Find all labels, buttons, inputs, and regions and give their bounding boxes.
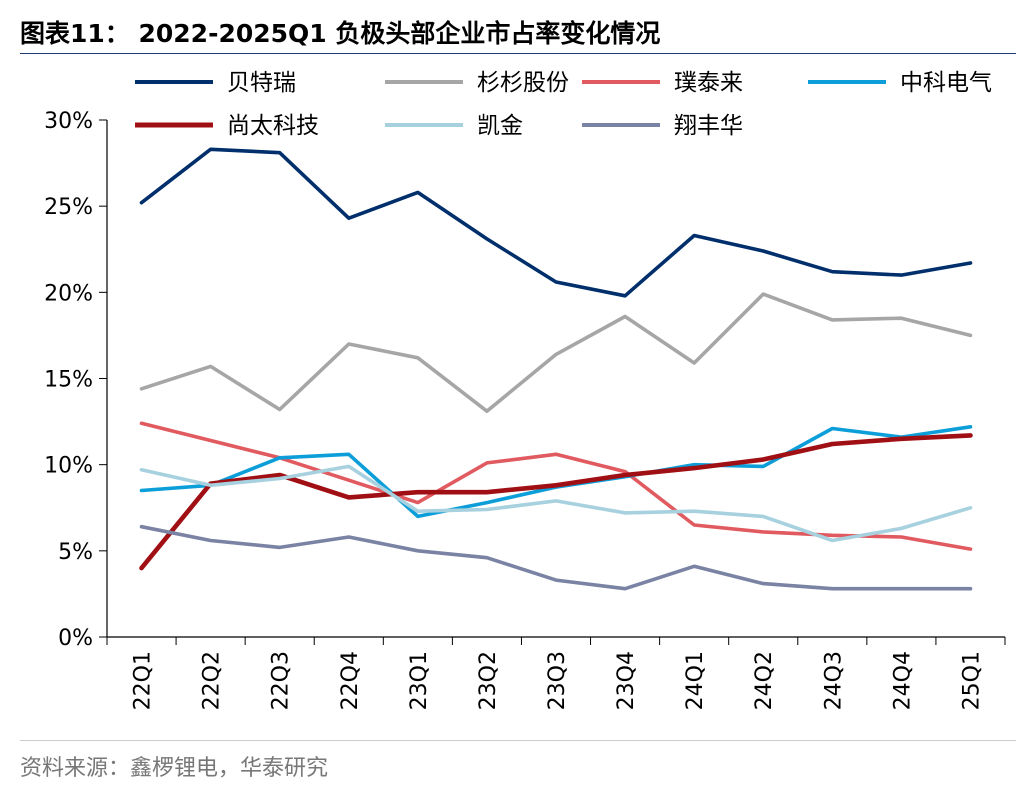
legend-label: 尚太科技 [227, 113, 319, 139]
title-divider [20, 53, 1016, 54]
y-tick-label: 20% [44, 281, 93, 306]
x-tick-label: 23Q3 [545, 651, 570, 710]
x-tick-label: 25Q1 [959, 651, 984, 710]
legend-label: 杉杉股份 [477, 70, 569, 96]
x-tick-label: 24Q4 [890, 651, 915, 710]
series-line-5 [139, 433, 973, 571]
legend-item: 翔丰华 [582, 113, 743, 139]
series-line-4 [139, 424, 973, 519]
y-tick-label: 0% [58, 626, 93, 651]
source-note: 资料来源：鑫椤锂电，华泰研究 [20, 756, 329, 781]
legend-item: 尚太科技 [135, 113, 319, 139]
legend-label: 凯金 [477, 113, 523, 139]
y-tick-label: 25% [44, 195, 93, 220]
figure-title: 图表11： 2022-2025Q1 负极头部企业市占率变化情况 [20, 19, 661, 48]
x-tick-label: 23Q2 [476, 651, 501, 710]
series-line-1 [139, 147, 973, 298]
x-tick-label: 22Q4 [338, 651, 363, 710]
x-tick-label: 22Q2 [200, 651, 225, 710]
legend-item: 璞泰来 [582, 70, 743, 96]
legend-item: 贝特瑞 [135, 70, 296, 96]
legend-label: 璞泰来 [674, 70, 743, 96]
y-tick-label: 30% [44, 109, 93, 134]
y-tick-label: 10% [44, 454, 93, 479]
legend-label: 翔丰华 [674, 113, 743, 139]
series-line-7 [139, 524, 973, 591]
series-line-6 [139, 464, 973, 543]
source-divider [20, 740, 1016, 741]
legend-item: 凯金 [385, 113, 523, 139]
x-tick-label: 22Q3 [269, 651, 294, 710]
chart-series-lines [139, 147, 973, 591]
series-line-2 [139, 292, 973, 414]
legend-label: 中科电气 [900, 70, 992, 96]
y-tick-label: 5% [58, 540, 93, 565]
x-tick-label: 22Q1 [131, 651, 156, 710]
chart-axes: 0% 5% 10% 15% 20% 25% 30% 22Q1 22Q2 22Q3 22Q4 23Q1 2… [44, 109, 1006, 710]
legend-item: 中科电气 [808, 70, 992, 96]
x-tick-label: 24Q2 [752, 651, 777, 710]
x-tick-label: 23Q4 [614, 651, 639, 710]
x-tick-label: 23Q1 [407, 651, 432, 710]
x-tick-label: 24Q3 [821, 651, 846, 710]
legend-label: 贝特瑞 [227, 70, 296, 96]
x-tick-label: 24Q1 [683, 651, 708, 710]
legend-item: 杉杉股份 [385, 70, 569, 96]
y-tick-label: 15% [44, 368, 93, 393]
